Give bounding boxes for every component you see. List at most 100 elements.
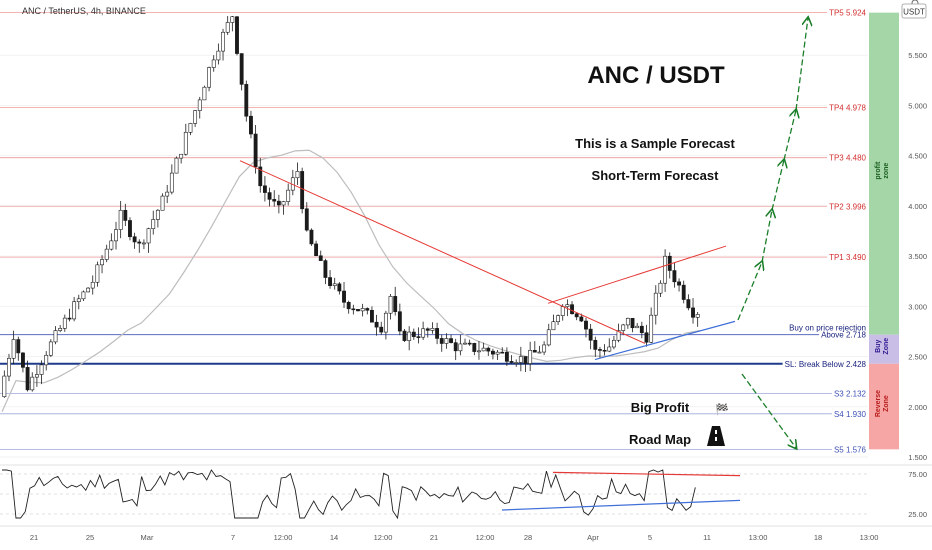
profit-zone-label: profit	[875, 161, 882, 180]
candle-body	[598, 349, 602, 351]
candle-body	[593, 339, 598, 350]
candle-body	[304, 208, 309, 231]
candle-body	[300, 171, 305, 210]
candle-body	[109, 240, 114, 250]
candle-body	[155, 209, 160, 220]
candle-body	[118, 209, 123, 230]
rsi-tick: 25.00	[908, 510, 927, 519]
candle-body	[560, 306, 565, 316]
candle-body	[342, 290, 346, 303]
candle-body	[407, 331, 412, 341]
price-tick: 5.000	[908, 101, 927, 110]
buy-zone-label: Buy	[875, 339, 882, 352]
candle-body	[565, 304, 570, 307]
level-label-bg	[831, 408, 869, 420]
candle-body	[207, 67, 212, 88]
quote-badge[interactable]	[901, 3, 927, 19]
candle-body	[537, 351, 542, 354]
candle-body	[151, 219, 156, 229]
road-icon	[707, 426, 725, 446]
level-label-s4: S4 1.930	[834, 410, 867, 419]
reverse-zone-band	[869, 363, 899, 450]
candle-body	[95, 264, 100, 283]
candle-body	[76, 298, 81, 302]
time-tick: 14	[330, 533, 338, 542]
time-tick: 12:00	[274, 533, 293, 542]
level-label-s3: S3 2.132	[834, 390, 867, 399]
quote-badge-label: USDT	[903, 8, 925, 17]
candle-body	[411, 331, 416, 337]
candle-body	[230, 16, 235, 23]
candle-body	[425, 328, 430, 331]
candle-body	[244, 84, 249, 117]
time-axis[interactable]: 21 25 Mar 7 12:00 14 12:00 21 12:00 28 Apr 5 11 13:00…	[0, 525, 932, 542]
level-lines: TP5 5.924 TP4 4.978 TP3 4.480 TP2 3.996 TP1 …	[0, 7, 869, 456]
level-label-sl: SL: Break Below 2.428	[785, 360, 867, 369]
annotation-sample: This is a Sample Forecast	[575, 136, 735, 151]
candle-body	[430, 328, 435, 331]
rsi-support-line	[501, 499, 741, 511]
level-label-bg	[827, 201, 869, 213]
candle-body	[86, 287, 91, 293]
candle-body	[211, 59, 216, 68]
candle-body	[653, 292, 658, 316]
candle-body	[370, 309, 374, 323]
level-label-bg	[827, 252, 869, 264]
level-label-tp2: TP2 3.996	[829, 202, 866, 211]
candle-body	[630, 317, 635, 329]
level-label-bg	[782, 358, 869, 370]
buy-zone-label: Zone	[883, 338, 890, 355]
candle-body	[672, 270, 677, 283]
candle-body	[388, 296, 393, 314]
price-tick: 3.000	[908, 302, 927, 311]
rsi-resistance-line	[552, 471, 741, 477]
candle-body	[477, 350, 481, 353]
candle-body	[174, 157, 179, 174]
price-tick: 4.500	[908, 152, 927, 161]
profit-zone-band	[869, 12, 899, 335]
candle-body	[677, 281, 681, 286]
candle-body	[81, 291, 86, 300]
candle-body	[239, 53, 244, 85]
time-tick: 18	[814, 533, 822, 542]
candle-body	[225, 22, 230, 33]
level-label-tp1: TP1 3.490	[829, 253, 866, 262]
candle-body	[72, 301, 77, 320]
time-tick: 21	[430, 533, 438, 542]
candle-body	[146, 228, 151, 244]
candle-body	[542, 344, 547, 353]
candle-body	[249, 115, 253, 135]
candle-body	[481, 347, 486, 352]
upper-channel-line	[547, 245, 727, 304]
candle-body	[463, 342, 467, 345]
candle-body	[346, 301, 351, 310]
time-tick: 13:00	[860, 533, 879, 542]
candle-body	[439, 338, 444, 344]
price-tick: 3.500	[908, 252, 927, 261]
candle-body	[295, 171, 300, 179]
candle-body	[649, 314, 654, 343]
candle-body	[611, 339, 616, 348]
annotation-road-map: Road Map	[629, 432, 691, 447]
candle-body	[453, 342, 458, 352]
time-tick: 28	[524, 533, 532, 542]
candle-body	[625, 317, 630, 326]
price-axis[interactable]: 5.500 5.000 4.500 4.000 3.500 3.000 2.500 2.000…	[899, 0, 932, 550]
time-tick: 25	[86, 533, 94, 542]
candle-body	[490, 350, 495, 355]
candle-body	[663, 255, 668, 284]
candle-body	[25, 367, 30, 391]
candle-body	[621, 324, 626, 331]
symbol-header: ANC / TetherUS, 4h, BINANCE	[22, 6, 146, 16]
annotation-short-term: Short-Term Forecast	[592, 168, 720, 183]
candle-body	[2, 375, 7, 398]
profit-zone-label: zone	[883, 163, 890, 179]
forecast-arrow-down	[741, 373, 796, 448]
candle-body	[504, 351, 509, 362]
candle-body	[449, 338, 453, 343]
candle-body	[691, 307, 695, 318]
candle-body	[62, 317, 67, 329]
